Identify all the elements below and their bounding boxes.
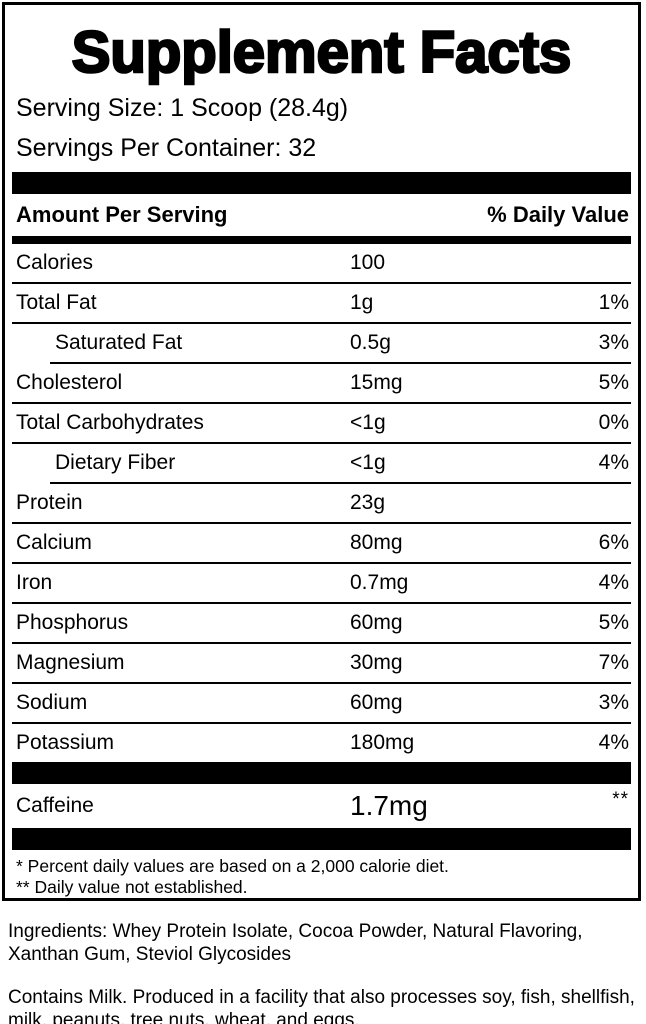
row-separator [12, 682, 631, 684]
row-separator [12, 282, 631, 284]
nutrient-amount: 15mg [350, 371, 403, 394]
table-header-row: Amount Per Serving % Daily Value [12, 194, 631, 236]
nutrient-amount: 100 [350, 251, 386, 274]
nutrient-row: Sodium 60mg 3% [12, 684, 631, 722]
nutrient-amount: 0.7mg [350, 571, 409, 594]
nutrient-dv: 7% [598, 651, 629, 674]
nutrient-name: Total Carbohydrates [16, 411, 204, 434]
nutrient-name: Total Fat [16, 291, 97, 314]
nutrient-amount: 0.5g [350, 331, 391, 354]
nutrient-dv: 0% [598, 411, 629, 434]
bottom-text-block: Ingredients: Whey Protein Isolate, Cocoa… [8, 920, 640, 1024]
nutrient-name: Magnesium [16, 651, 125, 674]
nutrient-name: Iron [16, 571, 53, 594]
nutrient-amount: 30mg [350, 651, 403, 674]
divider-bar-header [12, 236, 631, 244]
nutrient-amount: 1g [350, 291, 374, 314]
divider-bar-caffeine-bottom [12, 828, 631, 850]
row-separator [50, 362, 631, 364]
nutrient-row: Cholesterol 15mg 5% [12, 364, 631, 402]
row-separator [12, 562, 631, 564]
footnote-not-established: ** Daily value not established. [16, 877, 248, 897]
nutrient-name: Potassium [16, 731, 115, 754]
footnotes: * Percent daily values are based on a 2,… [12, 850, 631, 898]
nutrient-dv: 4% [598, 731, 629, 754]
nutrient-row: Magnesium 30mg 7% [12, 644, 631, 682]
nutrient-dv: 3% [598, 691, 629, 714]
row-separator [12, 322, 631, 324]
panel-title: Supplement Facts [70, 19, 572, 87]
nutrient-dv: 5% [598, 611, 629, 634]
nutrient-row: Potassium 180mg 4% [12, 724, 631, 762]
divider-bar-top [12, 172, 631, 194]
row-separator [50, 482, 631, 484]
nutrient-name: Phosphorus [16, 611, 129, 634]
row-separator [12, 522, 631, 524]
nutrient-row: Phosphorus 60mg 5% [12, 604, 631, 642]
nutrient-row: Saturated Fat 0.5g 3% [12, 324, 631, 362]
supplement-facts-panel: Supplement Facts Serving Size: 1 Scoop (… [2, 2, 641, 901]
row-separator [12, 602, 631, 604]
nutrient-dv: 5% [598, 371, 629, 394]
nutrient-dv: 3% [598, 331, 629, 354]
nutrient-name: Cholesterol [16, 371, 123, 394]
nutrient-row: Total Fat 1g 1% [12, 284, 631, 322]
nutrient-amount: <1g [350, 451, 386, 474]
row-separator [12, 402, 631, 404]
divider-bar-caffeine-top [12, 762, 631, 784]
amount-per-serving-label: Amount Per Serving [16, 202, 228, 227]
nutrient-dv: 4% [598, 571, 629, 594]
nutrient-rows: Calories 100 Total Fat 1g 1% Saturated F… [12, 244, 631, 762]
nutrient-name: Protein [16, 491, 83, 514]
nutrient-row: Protein 23g [12, 484, 631, 522]
nutrient-amount: <1g [350, 411, 386, 434]
nutrient-amount: 60mg [350, 611, 403, 634]
nutrient-dv: 6% [598, 531, 629, 554]
nutrient-dv: 4% [598, 451, 629, 474]
nutrient-amount: 60mg [350, 691, 403, 714]
row-separator [12, 642, 631, 644]
caffeine-row: Caffeine 1.7mg ** [12, 784, 631, 828]
nutrient-row: Total Carbohydrates <1g 0% [12, 404, 631, 442]
nutrient-name: Caffeine [16, 794, 94, 817]
nutrient-name: Dietary Fiber [55, 451, 176, 474]
row-separator [12, 442, 631, 444]
nutrient-dv: 1% [598, 291, 629, 314]
footnote-daily-values: * Percent daily values are based on a 2,… [16, 856, 449, 876]
nutrient-row: Dietary Fiber <1g 4% [12, 444, 631, 482]
nutrient-name: Sodium [16, 691, 88, 714]
nutrient-dv: ** [612, 789, 629, 810]
nutrient-name: Calories [16, 251, 94, 274]
allergen-text: Contains Milk. Produced in a facility th… [8, 987, 635, 1024]
nutrient-amount: 80mg [350, 531, 403, 554]
nutrient-name: Saturated Fat [55, 331, 183, 354]
nutrient-row: Calcium 80mg 6% [12, 524, 631, 562]
servings-per-container-text: Servings Per Container: 32 [16, 134, 317, 162]
nutrient-name: Calcium [16, 531, 92, 554]
serving-size-text: Serving Size: 1 Scoop (28.4g) [16, 94, 349, 122]
nutrient-amount: 1.7mg [350, 790, 428, 821]
row-separator [12, 722, 631, 724]
nutrient-amount: 23g [350, 491, 386, 514]
nutrient-amount: 180mg [350, 731, 415, 754]
ingredients-text: Ingredients: Whey Protein Isolate, Cocoa… [8, 921, 583, 965]
daily-value-label: % Daily Value [487, 202, 629, 227]
nutrient-row: Iron 0.7mg 4% [12, 564, 631, 602]
nutrient-row: Calories 100 [12, 244, 631, 282]
